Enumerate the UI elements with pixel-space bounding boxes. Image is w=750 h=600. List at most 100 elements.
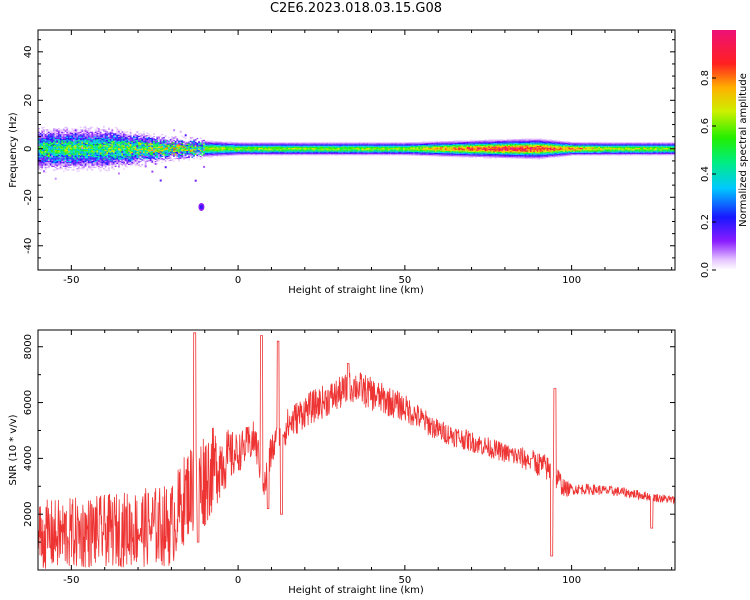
heat-cell [234, 144, 237, 146]
heat-cell [366, 146, 369, 148]
heat-cell [64, 135, 67, 137]
heat-cell [198, 153, 200, 155]
heat-cell [88, 145, 90, 147]
heat-cell [96, 148, 99, 150]
heat-cell [326, 146, 329, 148]
heat-cell [279, 143, 282, 145]
heat-cell [94, 130, 97, 132]
heat-cell [529, 138, 532, 140]
heat-cell [344, 154, 347, 156]
heat-cell [201, 142, 204, 144]
heat-cell [358, 150, 360, 152]
heat-cell [139, 145, 142, 147]
heat-cell [191, 140, 194, 143]
heat-cell [519, 147, 522, 149]
heat-cell [88, 131, 90, 133]
heat-cell [64, 164, 67, 166]
heat-cell [254, 145, 257, 147]
heat-cell [389, 150, 392, 152]
heat-cell [91, 126, 94, 129]
heat-cell [531, 139, 534, 141]
heat-cell [268, 143, 270, 145]
heat-cell [179, 140, 182, 142]
heat-cell [41, 154, 44, 156]
heat-cell [66, 160, 69, 163]
heat-cell [229, 142, 232, 144]
heat-cell [508, 150, 510, 153]
heat-cell [176, 148, 179, 150]
heat-cell [193, 147, 195, 150]
heat-cell [213, 146, 215, 148]
heat-cell [356, 144, 359, 146]
heat-cell [389, 143, 392, 145]
heat-cell [83, 155, 85, 158]
heat-cell [361, 144, 364, 146]
heat-cell [66, 126, 69, 129]
heat-cell [108, 158, 110, 161]
heat-cell [123, 138, 125, 140]
heat-cell [293, 144, 295, 146]
heat-cell [161, 148, 164, 150]
heat-cell [526, 154, 529, 156]
heat-cell [503, 149, 505, 151]
heat-cell [39, 160, 42, 163]
heat-cell [264, 141, 267, 144]
heat-cell [79, 146, 82, 148]
heat-cell [194, 141, 197, 143]
heat-cell [124, 131, 127, 133]
heat-cell [333, 143, 335, 145]
heat-cell [418, 150, 420, 153]
heat-cell [413, 153, 415, 155]
heat-cell [393, 154, 395, 156]
heat-cell [206, 154, 209, 156]
heat-cell [48, 141, 50, 143]
heat-cell [74, 149, 77, 152]
heat-cell [91, 135, 94, 137]
heat-cell [66, 158, 69, 160]
heat-cell [213, 153, 215, 155]
heat-cell [416, 150, 419, 153]
heat-cell [368, 149, 370, 151]
heat-cell [151, 161, 154, 163]
heat-cell [89, 141, 92, 143]
heat-cell [371, 146, 374, 148]
heat-cell [86, 158, 89, 160]
heat-cell [274, 146, 277, 148]
heat-cell [331, 141, 334, 144]
heat-cell [126, 166, 129, 168]
heat-cell [203, 154, 205, 156]
heat-cell [249, 141, 252, 144]
heat-cell [68, 163, 70, 165]
heat-cell [433, 145, 435, 147]
heat-cell [78, 131, 80, 134]
heat-cell [473, 141, 475, 143]
heat-cell [386, 154, 389, 156]
heat-cell [256, 152, 259, 155]
heat-cell [89, 139, 92, 141]
heat-cell [286, 143, 289, 145]
heat-cell [508, 141, 510, 143]
heat-cell [284, 146, 287, 148]
heat-cell [346, 154, 349, 156]
heat-cell [211, 154, 214, 157]
heat-cell [166, 149, 169, 151]
heat-cell [63, 159, 65, 161]
heat-cell [208, 143, 210, 145]
heat-cell [226, 147, 229, 149]
heat-cell [456, 151, 459, 153]
heat-cell [111, 139, 114, 142]
heat-cell [123, 143, 125, 145]
heat-cell [63, 170, 65, 172]
heat-cell [276, 154, 279, 156]
heat-cell [153, 152, 155, 155]
heat-cell [44, 140, 47, 142]
heat-cell [226, 154, 229, 157]
heat-cell [93, 146, 95, 148]
heat-cell [71, 164, 74, 166]
heat-cell [491, 150, 494, 152]
heat-cell [349, 152, 352, 155]
heat-cell [63, 162, 65, 164]
heat-cell [106, 142, 109, 144]
heat-cell [71, 163, 74, 165]
heat-cell [499, 155, 502, 157]
